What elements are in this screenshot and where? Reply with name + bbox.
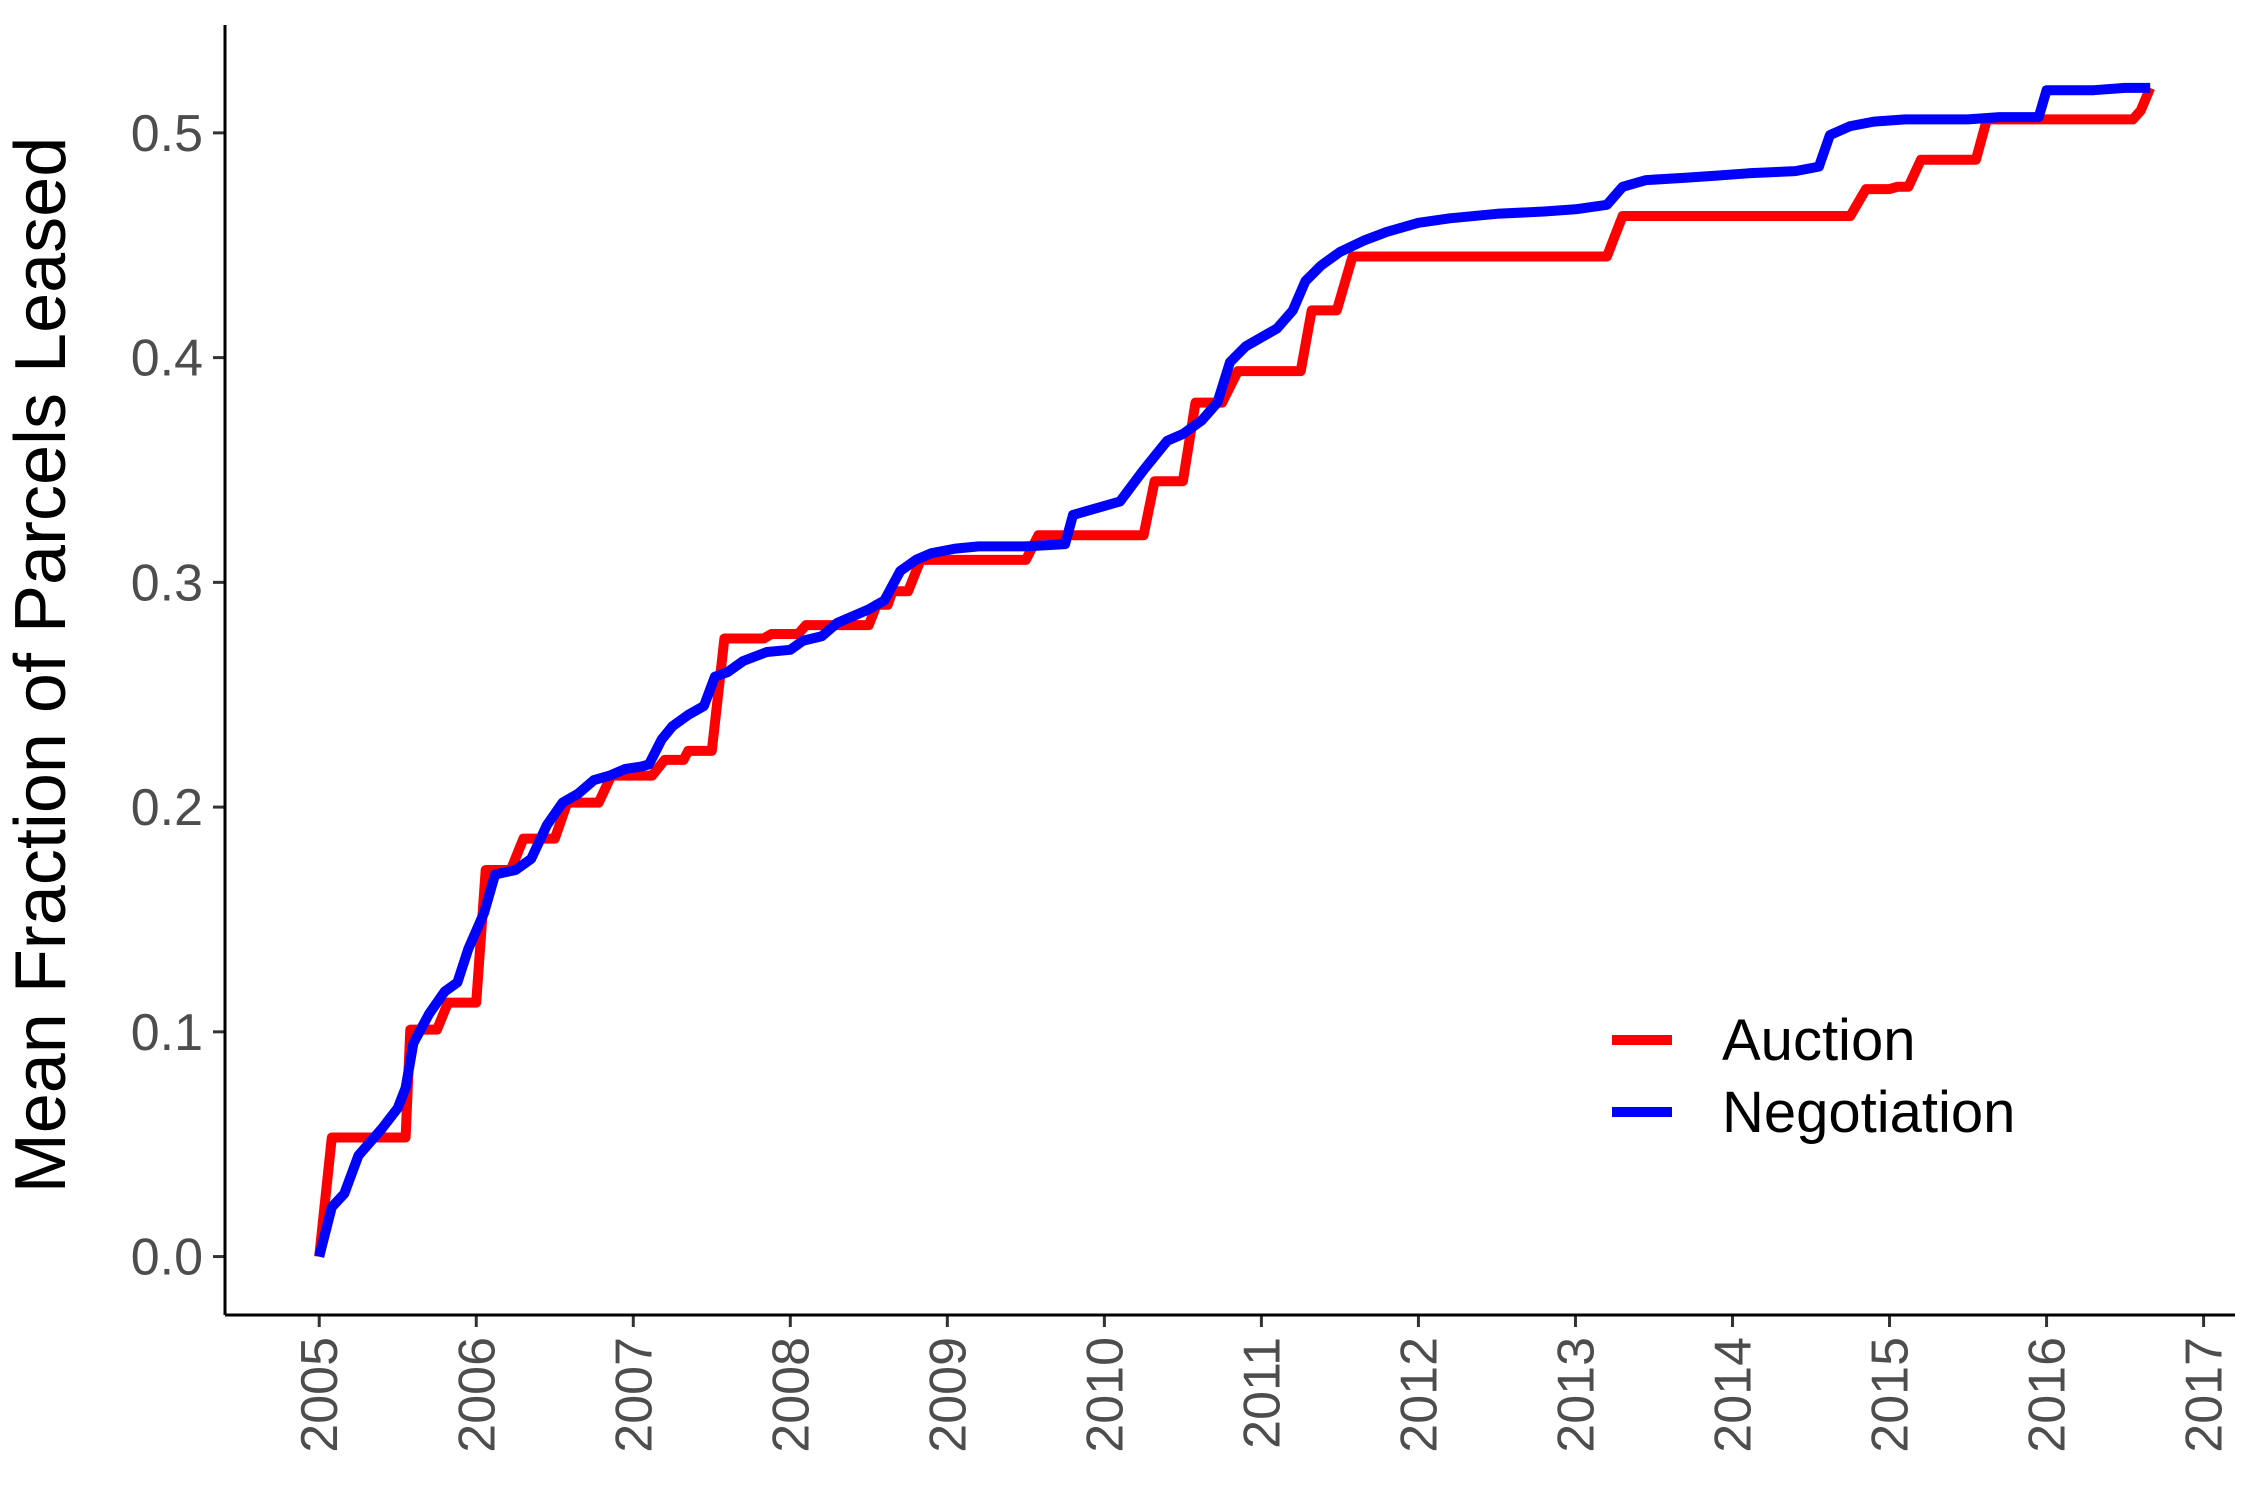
y-tick-label: 0.5 <box>131 105 203 163</box>
x-tick-label: 2011 <box>1233 1337 1291 1449</box>
x-tick-label: 2017 <box>2176 1337 2234 1453</box>
y-tick-label: 0.4 <box>131 330 203 388</box>
x-tick-label: 2007 <box>605 1337 663 1453</box>
x-tick-label: 2015 <box>1862 1337 1920 1453</box>
x-tick-label: 2008 <box>762 1337 820 1453</box>
series-line-negotiation <box>314 82 2151 1258</box>
series-layer <box>314 82 2155 1258</box>
x-tick-label: 2016 <box>2019 1337 2077 1453</box>
x-tick-label: 2014 <box>1705 1337 1763 1453</box>
x-tick-label: 2012 <box>1390 1337 1448 1453</box>
x-tick-label: 2009 <box>919 1337 977 1453</box>
x-tick-label: 2006 <box>448 1337 506 1453</box>
y-tick-label: 0.1 <box>131 1004 203 1062</box>
y-tick-label: 0.0 <box>131 1229 203 1287</box>
x-tick-label: 2013 <box>1547 1337 1605 1453</box>
legend: Auction Negotiation <box>1612 1008 2015 1145</box>
x-tick-label: 2005 <box>291 1337 349 1453</box>
x-tick-label: 2010 <box>1076 1337 1134 1453</box>
y-tick-label: 0.2 <box>131 779 203 837</box>
y-axis-title: Mean Fraction of Parcels Leased <box>1 137 81 1194</box>
tick-layer: 0.0 0.1 0.2 0.3 0.4 0.5 2005 2006 2007 2008 2009 20… <box>131 105 2234 1453</box>
y-tick-label: 0.3 <box>131 554 203 612</box>
axes-layer <box>223 25 2235 1317</box>
legend-label-auction: Auction <box>1722 1008 1915 1073</box>
legend-label-negotiation: Negotiation <box>1722 1080 2015 1145</box>
